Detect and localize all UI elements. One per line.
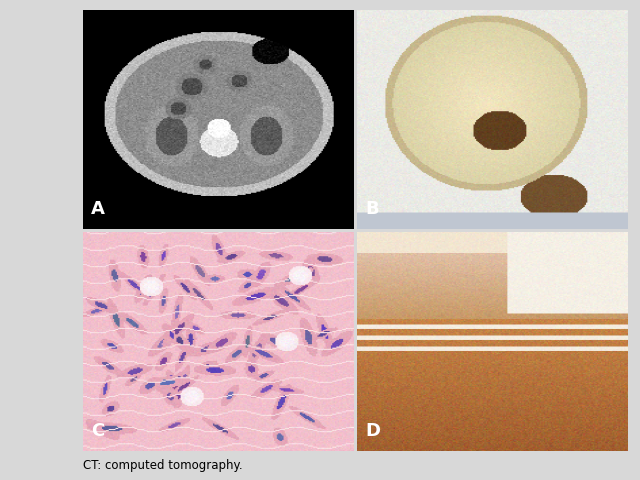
Text: A: A bbox=[92, 200, 105, 218]
Text: B: B bbox=[365, 200, 378, 218]
Text: D: D bbox=[365, 422, 380, 440]
Text: CT: computed tomography.: CT: computed tomography. bbox=[83, 459, 243, 472]
Text: C: C bbox=[92, 422, 104, 440]
